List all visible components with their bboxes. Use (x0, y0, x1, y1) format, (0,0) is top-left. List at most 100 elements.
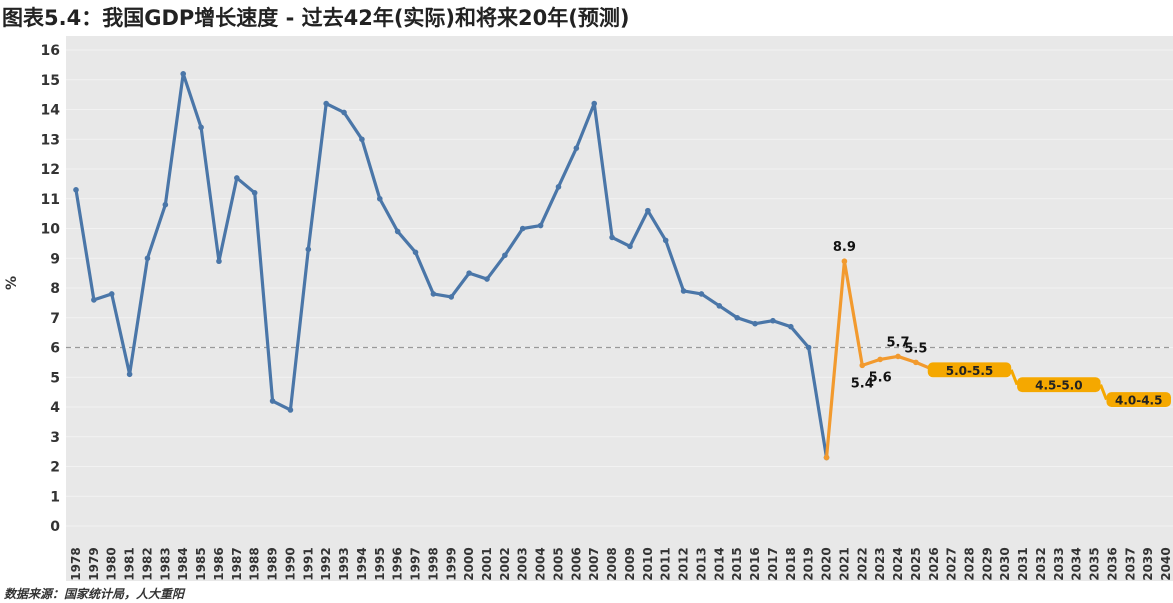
data-label: 5.4 (851, 376, 874, 391)
x-tick-label: 2008 (605, 547, 619, 580)
data-point (555, 184, 562, 190)
x-tick-label: 1988 (248, 547, 262, 580)
x-tick-label: 2004 (534, 547, 548, 580)
x-tick-label: 2022 (855, 547, 869, 580)
y-tick-label: 7 (50, 311, 60, 327)
x-tick-label: 2012 (677, 547, 691, 580)
data-point (216, 258, 222, 265)
x-tick-label: 2000 (462, 547, 476, 580)
x-tick-label: 1993 (337, 547, 351, 580)
range-connector (1099, 384, 1108, 401)
y-tick-label: 4 (50, 400, 60, 416)
x-axis: 1978 1979 1980 1981 1982 1983 1984 1985 1986 1987… (69, 547, 1173, 580)
data-point (73, 187, 79, 193)
data-point (895, 353, 901, 360)
x-tick-label: 1982 (140, 547, 154, 580)
x-tick-label: 2040 (1159, 547, 1173, 580)
x-tick-label: 2013 (694, 547, 708, 580)
data-point (645, 207, 651, 214)
data-point (394, 228, 401, 235)
data-point (341, 109, 347, 116)
data-point (841, 258, 848, 265)
data-point (359, 136, 365, 143)
data-point (162, 201, 169, 208)
data-point (466, 270, 472, 276)
range-box (1106, 392, 1171, 407)
x-tick-label: 1984 (176, 547, 190, 580)
data-label: 5.7 (887, 335, 910, 350)
range-box (1017, 377, 1101, 393)
x-tick-label: 2028 (962, 547, 976, 580)
range-connector (1009, 369, 1019, 386)
x-tick-label: 2019 (802, 547, 816, 580)
data-point (770, 317, 776, 324)
data-point (627, 243, 633, 250)
x-tick-label: 2031 (1016, 547, 1030, 580)
x-tick-label: 1995 (373, 547, 387, 580)
x-tick-label: 1996 (391, 547, 405, 580)
data-point (787, 323, 794, 330)
x-tick-label: 2011 (659, 547, 673, 580)
x-tick-label: 1987 (230, 547, 244, 580)
x-tick-label: 1985 (194, 547, 208, 580)
source-note: 数据来源：国家统计局，人大重阳 (4, 587, 185, 601)
x-tick-label: 1981 (123, 547, 137, 580)
x-tick-label: 2020 (820, 547, 834, 580)
data-point (877, 356, 883, 363)
data-point (305, 246, 312, 253)
data-point (108, 291, 115, 297)
y-tick-label: 14 (41, 103, 61, 119)
x-tick-label: 2015 (730, 547, 744, 580)
range-box (927, 362, 1012, 378)
plot-area (66, 36, 1173, 581)
data-label: 5.5 (904, 341, 927, 356)
data-point (198, 124, 204, 131)
data-point (269, 398, 276, 404)
y-tick-label: 10 (41, 222, 61, 238)
data-point (180, 71, 187, 77)
x-tick-label: 1990 (283, 547, 297, 580)
x-tick-label: 2002 (498, 547, 512, 580)
x-tick-label: 2034 (1070, 547, 1084, 580)
x-tick-label: 2009 (623, 547, 637, 580)
data-label: 8.9 (833, 240, 856, 255)
data-label: 5.6 (869, 370, 892, 385)
x-tick-label: 2003 (516, 547, 530, 580)
y-tick-label: 15 (41, 73, 60, 89)
data-point (484, 276, 490, 282)
x-tick-label: 2036 (1105, 547, 1119, 580)
x-tick-label: 2033 (1052, 547, 1066, 580)
range-boxes: 5.0-5.5 4.5-5.0 4.0-4.5 (927, 362, 1171, 408)
y-tick-label: 6 (50, 341, 60, 357)
data-point (144, 255, 151, 262)
y-tick-label: 1 (50, 489, 60, 505)
data-labels: 8.9 5.45.6 5.75.5 (833, 240, 928, 391)
x-tick-label: 2018 (784, 547, 798, 580)
x-tick-label: 2029 (980, 547, 994, 580)
x-tick-label: 1980 (105, 547, 119, 580)
data-point (251, 190, 258, 196)
x-tick-label: 1999 (444, 547, 458, 580)
x-tick-label: 2026 (927, 547, 941, 580)
x-tick-label: 1978 (69, 547, 83, 580)
data-point (573, 145, 580, 151)
data-point (805, 344, 812, 351)
data-point (376, 195, 383, 202)
x-tick-label: 1983 (158, 547, 172, 580)
x-tick-label: 1986 (212, 547, 226, 580)
x-tick-label: 2010 (641, 547, 655, 580)
x-tick-label: 2025 (909, 547, 923, 580)
data-point (323, 100, 329, 107)
x-tick-label: 2023 (873, 547, 887, 580)
x-tick-label: 2032 (1034, 547, 1048, 580)
data-point (662, 237, 669, 244)
data-point (698, 291, 705, 297)
x-tick-label: 2030 (998, 547, 1012, 580)
data-point (234, 175, 240, 181)
data-point (537, 222, 544, 229)
y-tick-label: 16 (41, 43, 60, 59)
data-point (591, 100, 598, 107)
x-tick-label: 2039 (1141, 547, 1155, 580)
y-tick-label: 3 (50, 430, 60, 446)
